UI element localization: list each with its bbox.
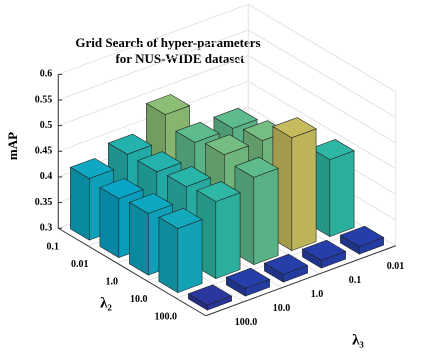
x-tick-label: 0.01 xyxy=(71,259,89,270)
bar-top xyxy=(310,139,355,160)
x-tick-label: 0.1 xyxy=(47,241,60,252)
bar-top xyxy=(145,94,191,115)
z-tick-label: 0.6 xyxy=(40,69,53,80)
bar-top xyxy=(272,117,317,139)
bar-face xyxy=(291,128,317,252)
bar xyxy=(339,225,385,255)
z-tick-label: 0.45 xyxy=(35,146,53,157)
z-tick-label: 0.5 xyxy=(40,120,53,131)
bar-face xyxy=(177,219,203,294)
bar xyxy=(196,181,241,280)
grid-line xyxy=(58,3,397,93)
z-tick-label: 0.3 xyxy=(40,223,53,234)
y-axis xyxy=(205,245,396,317)
bar xyxy=(272,117,317,252)
bar-top xyxy=(204,134,250,156)
z-tick-label: 0.4 xyxy=(40,171,53,182)
bar-face xyxy=(329,150,355,238)
bar-face xyxy=(99,186,120,259)
z-axis-label: mAP xyxy=(5,132,20,160)
chart-title: Grid Search of hyper-parameters xyxy=(75,35,260,50)
bar-top xyxy=(107,133,153,155)
bar-top xyxy=(263,253,309,275)
bar-face xyxy=(215,192,241,280)
bar xyxy=(310,139,355,238)
x-tick-label: 100.0 xyxy=(155,311,178,322)
x-axis xyxy=(57,227,207,317)
bar xyxy=(187,284,233,311)
y-tick-label: 10.0 xyxy=(273,303,291,314)
bar-top xyxy=(137,151,182,173)
bar-top xyxy=(99,178,144,199)
y-tick-label: 1.0 xyxy=(311,289,324,300)
y-tick-label: 100.0 xyxy=(235,317,258,328)
bar-top xyxy=(158,207,203,229)
bar-top xyxy=(339,225,385,247)
bar-face xyxy=(253,167,279,266)
bar xyxy=(263,253,309,283)
bar xyxy=(234,156,279,266)
y-tick-label: 0.01 xyxy=(387,261,405,272)
bar xyxy=(158,207,203,294)
bar-face xyxy=(158,216,179,294)
z-tick-label: 0.55 xyxy=(35,94,53,105)
x-tick-label: 10.0 xyxy=(130,294,148,305)
y-tick-label: 0.1 xyxy=(349,275,362,286)
bar-top xyxy=(69,158,115,179)
z-tick-label: 0.35 xyxy=(35,197,53,208)
bar xyxy=(225,267,271,297)
bar-top xyxy=(196,181,241,202)
bar-top xyxy=(213,107,258,129)
bar-top xyxy=(225,267,271,289)
x-axis-label: λ₂ xyxy=(100,295,112,311)
bar-top xyxy=(175,121,220,143)
bar-top xyxy=(234,156,279,178)
bar xyxy=(301,239,347,269)
bar-top xyxy=(166,166,212,188)
bar-face xyxy=(129,201,149,276)
bar-top xyxy=(128,193,174,214)
x-tick-label: 1.0 xyxy=(106,276,119,287)
y-axis-label: λ₃ xyxy=(352,332,364,348)
bar-top xyxy=(187,284,233,306)
chart-title: for NUS-WIDE dataset xyxy=(115,51,245,66)
bar-top xyxy=(301,239,347,261)
bar-face xyxy=(70,166,90,241)
